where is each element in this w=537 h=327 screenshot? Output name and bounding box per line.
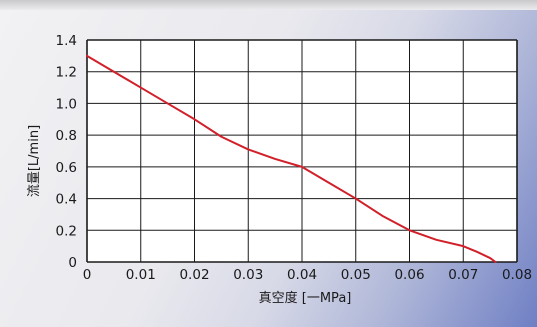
- series-line: [86, 54, 497, 263]
- x-tick-label: 0.06: [394, 267, 424, 283]
- y-tick-label: 1.2: [56, 65, 77, 81]
- y-tick-label: 0.4: [56, 192, 77, 208]
- y-tick-label: 1.0: [56, 96, 77, 112]
- y-tick-label: 0.8: [56, 128, 77, 144]
- y-tick-label: 0.6: [56, 160, 77, 176]
- x-axis-label: 真空度 [一MPa]: [259, 290, 352, 306]
- x-tick-label: 0.07: [448, 267, 478, 283]
- x-tick-label: 0.02: [179, 267, 209, 283]
- x-tick-label: 0.04: [287, 267, 317, 283]
- y-axis-label: 流量[L/min]: [27, 125, 42, 197]
- tick-labels: 0 0.01 0.02 0.03 0.04 0.05 0.06 0.07 0.08 0 0.2 0.4…: [56, 33, 533, 283]
- y-tick-label: 0: [68, 255, 77, 271]
- series-lines: [86, 54, 497, 263]
- y-tick-label: 1.4: [56, 33, 77, 49]
- grid-lines: [86, 39, 518, 263]
- x-tick-label: 0.03: [233, 267, 263, 283]
- x-tick-label: 0.01: [126, 267, 156, 283]
- y-tick-label: 0.2: [56, 223, 77, 239]
- x-tick-label: 0: [83, 267, 92, 283]
- x-tick-label: 0.05: [341, 267, 371, 283]
- x-tick-label: 0.08: [502, 267, 532, 283]
